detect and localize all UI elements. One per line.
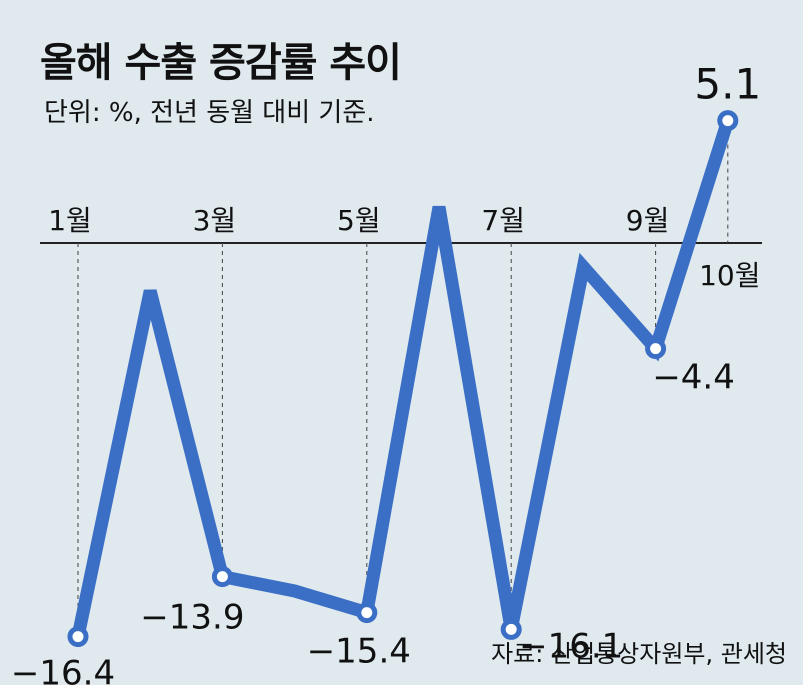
- tick-label: 7월: [481, 204, 525, 237]
- chart-title: 올해 수출 증감률 추이: [40, 40, 402, 86]
- data-label: −16.1: [519, 626, 623, 666]
- tick-label: 5월: [337, 204, 381, 237]
- data-point-marker: [645, 338, 667, 360]
- data-point-marker: [67, 626, 89, 648]
- data-point-marker: [717, 110, 739, 132]
- data-point-marker: [500, 618, 522, 640]
- data-label: −13.9: [140, 598, 244, 638]
- chart-subtitle: 단위: %, 전년 동월 대비 기준.: [44, 98, 375, 128]
- series-line: [71, 114, 735, 644]
- source-note: 자료: 산업통상자원부, 관세청: [491, 640, 787, 668]
- data-label: −4.4: [652, 358, 735, 398]
- data-point-marker: [356, 602, 378, 624]
- tick-label: 3월: [193, 204, 237, 237]
- data-label: 5.1: [694, 60, 761, 109]
- tick-label: 9월: [626, 204, 670, 237]
- tick-label: 1월: [48, 204, 92, 237]
- data-label: −15.4: [307, 632, 411, 672]
- tick-label: 10월: [699, 259, 760, 292]
- data-label: −16.4: [11, 654, 115, 685]
- data-point-marker: [211, 566, 233, 588]
